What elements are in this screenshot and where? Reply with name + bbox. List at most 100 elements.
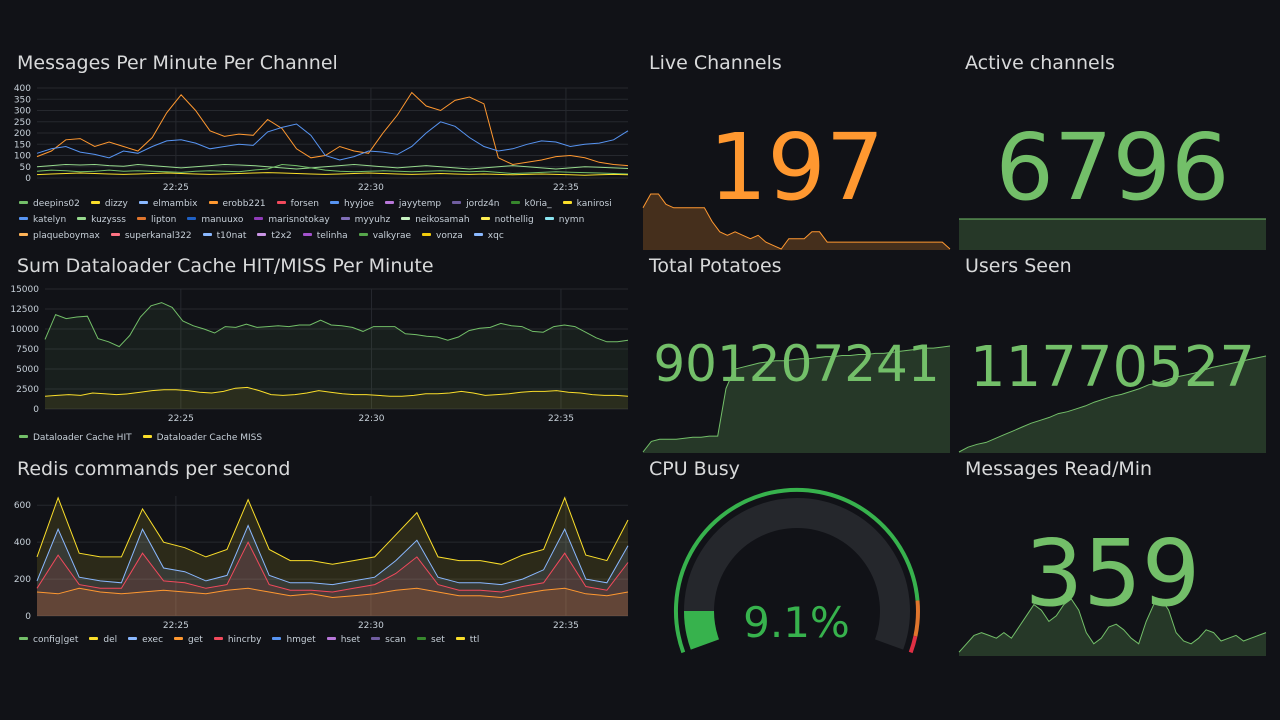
legend-item-kuzysss[interactable]: kuzysss — [77, 212, 126, 228]
messages-per-minute-legend: deepins02 dizzy elmambix erobb221 forsen hyyj… — [19, 196, 629, 244]
y-tick-label: 0 — [25, 612, 31, 622]
legend-item-neikosamah[interactable]: neikosamah — [401, 212, 470, 228]
series-area-get — [37, 588, 628, 616]
series-line-Dataloader Cache MISS[interactable] — [44, 386, 629, 397]
legend-item-ttl[interactable]: ttl — [455, 632, 479, 648]
series-area-hincrby — [37, 542, 628, 616]
legend-label: katelyn — [33, 215, 67, 225]
legend-item-get[interactable]: get — [174, 632, 203, 648]
panel-title[interactable]: Messages Read/Min — [965, 458, 1153, 480]
legend-item-superkanal322[interactable]: superkanal322 — [110, 228, 192, 244]
legend-item-dataloader-cache-hit[interactable]: Dataloader Cache HIT — [19, 430, 132, 446]
legend-item-nothellig[interactable]: nothellig — [480, 212, 534, 228]
legend-item-kanirosi[interactable]: kanirosi — [562, 196, 612, 212]
x-tick-label: 22:25 — [163, 183, 189, 193]
legend-item-marisnotokay[interactable]: marisnotokay — [254, 212, 330, 228]
legend-item-xqc[interactable]: xqc — [473, 228, 504, 244]
sparkline-area — [959, 599, 1266, 656]
y-tick-label: 100 — [14, 152, 31, 162]
legend-item-telinha[interactable]: telinha — [302, 228, 348, 244]
panel-title[interactable]: Redis commands per second — [17, 458, 291, 480]
legend-swatch — [110, 233, 120, 236]
legend-item-dizzy[interactable]: dizzy — [90, 196, 128, 212]
legend-label: neikosamah — [415, 215, 470, 225]
legend-item-set[interactable]: set — [417, 632, 445, 648]
series-line-exec[interactable] — [36, 524, 629, 586]
legend-label: xqc — [487, 231, 504, 241]
y-tick-label: 7500 — [16, 345, 39, 355]
legend-item-hyyjoe[interactable]: hyyjoe — [329, 196, 374, 212]
legend-item-valkyrae[interactable]: valkyrae — [358, 228, 412, 244]
panel-title[interactable]: Sum Dataloader Cache HIT/MISS Per Minute — [17, 255, 434, 277]
legend-swatch — [544, 217, 554, 220]
panel-title[interactable]: Total Potatoes — [649, 255, 782, 277]
users-seen-panel: Users Seen 11770527 — [958, 255, 1267, 453]
legend-label: hmget — [286, 635, 316, 645]
series-line-katelyn[interactable] — [36, 121, 629, 161]
legend-label: plaqueboymax — [33, 231, 100, 241]
legend-swatch — [302, 233, 312, 236]
legend-item-forsen[interactable]: forsen — [276, 196, 319, 212]
series-line-Dataloader Cache HIT[interactable] — [44, 302, 629, 348]
x-tick-label: 22:35 — [548, 414, 574, 424]
legend-item-plaqueboymax[interactable]: plaqueboymax — [19, 228, 100, 244]
series-line-dizzy[interactable] — [36, 172, 629, 176]
legend-item-lipton[interactable]: lipton — [136, 212, 176, 228]
legend-item-katelyn[interactable]: katelyn — [19, 212, 66, 228]
legend-swatch — [128, 637, 138, 640]
cache-hit-miss-chart[interactable]: 0 2500 5000 7500 10000 12500 15000 22:25 22:30 22… — [10, 285, 630, 425]
legend-item-vonza[interactable]: vonza — [422, 228, 463, 244]
legend-item-t10nat[interactable]: t10nat — [202, 228, 246, 244]
legend-swatch — [254, 217, 264, 220]
series-line-deepins02[interactable] — [36, 163, 629, 175]
legend-swatch — [89, 637, 99, 640]
x-tick-label: 22:35 — [553, 183, 579, 193]
legend-item-exec[interactable]: exec — [128, 632, 163, 648]
legend-swatch — [510, 201, 520, 204]
series-line-hincrby[interactable] — [36, 541, 629, 593]
legend-label: elmambix — [152, 199, 198, 209]
total-potatoes-sparkline — [642, 345, 951, 453]
legend-item-hincrby[interactable]: hincrby — [213, 632, 261, 648]
panel-title[interactable]: Live Channels — [649, 52, 782, 74]
series-line-get[interactable] — [36, 587, 629, 599]
legend-item-config-get[interactable]: config|get — [19, 632, 78, 648]
legend-item-hset[interactable]: hset — [326, 632, 361, 648]
legend-swatch — [19, 435, 28, 438]
legend-item-jayytemp[interactable]: jayytemp — [384, 196, 441, 212]
legend-item-deepins02[interactable]: deepins02 — [19, 196, 80, 212]
legend-item-erobb221[interactable]: erobb221 — [208, 196, 266, 212]
legend-label: config|get — [33, 635, 79, 645]
legend-item-nymn[interactable]: nymn — [544, 212, 584, 228]
legend-label: dizzy — [104, 199, 128, 209]
legend-swatch — [142, 435, 152, 438]
legend-item-del[interactable]: del — [89, 632, 117, 648]
legend-item-myyuhz[interactable]: myyuhz — [340, 212, 390, 228]
legend-item-k0ria-[interactable]: k0ria_ — [510, 196, 552, 212]
legend-item-jordz4n[interactable]: jordz4n — [452, 196, 500, 212]
y-tick-label: 5000 — [16, 365, 39, 375]
panel-title[interactable]: Active channels — [965, 52, 1115, 74]
legend-item-elmambix[interactable]: elmambix — [138, 196, 198, 212]
series-line-kuzysss[interactable] — [36, 163, 629, 170]
legend-label: k0ria_ — [524, 199, 552, 209]
legend-item-manuuxo[interactable]: manuuxo — [187, 212, 243, 228]
legend-label: valkyrae — [372, 231, 412, 241]
series-line-erobb221[interactable] — [36, 91, 629, 167]
legend-item-hmget[interactable]: hmget — [272, 632, 316, 648]
panel-title[interactable]: CPU Busy — [649, 458, 740, 480]
messages-read-value: 359 — [1024, 520, 1201, 627]
panel-title[interactable]: Messages Per Minute Per Channel — [17, 52, 338, 74]
panel-title[interactable]: Users Seen — [965, 255, 1072, 277]
legend-item-t2x2[interactable]: t2x2 — [257, 228, 292, 244]
legend-label: hset — [340, 635, 361, 645]
legend-item-dataloader-cache-miss[interactable]: Dataloader Cache MISS — [142, 430, 262, 446]
legend-item-scan[interactable]: scan — [371, 632, 406, 648]
series-line-del[interactable] — [36, 496, 629, 565]
x-tick-label: 22:30 — [359, 414, 385, 424]
redis-commands-chart[interactable]: 0 200 400 600 22:25 22:30 22:35 — [14, 492, 630, 632]
y-tick-label: 200 — [14, 129, 31, 139]
legend-swatch — [19, 637, 28, 640]
legend-swatch — [473, 233, 483, 236]
